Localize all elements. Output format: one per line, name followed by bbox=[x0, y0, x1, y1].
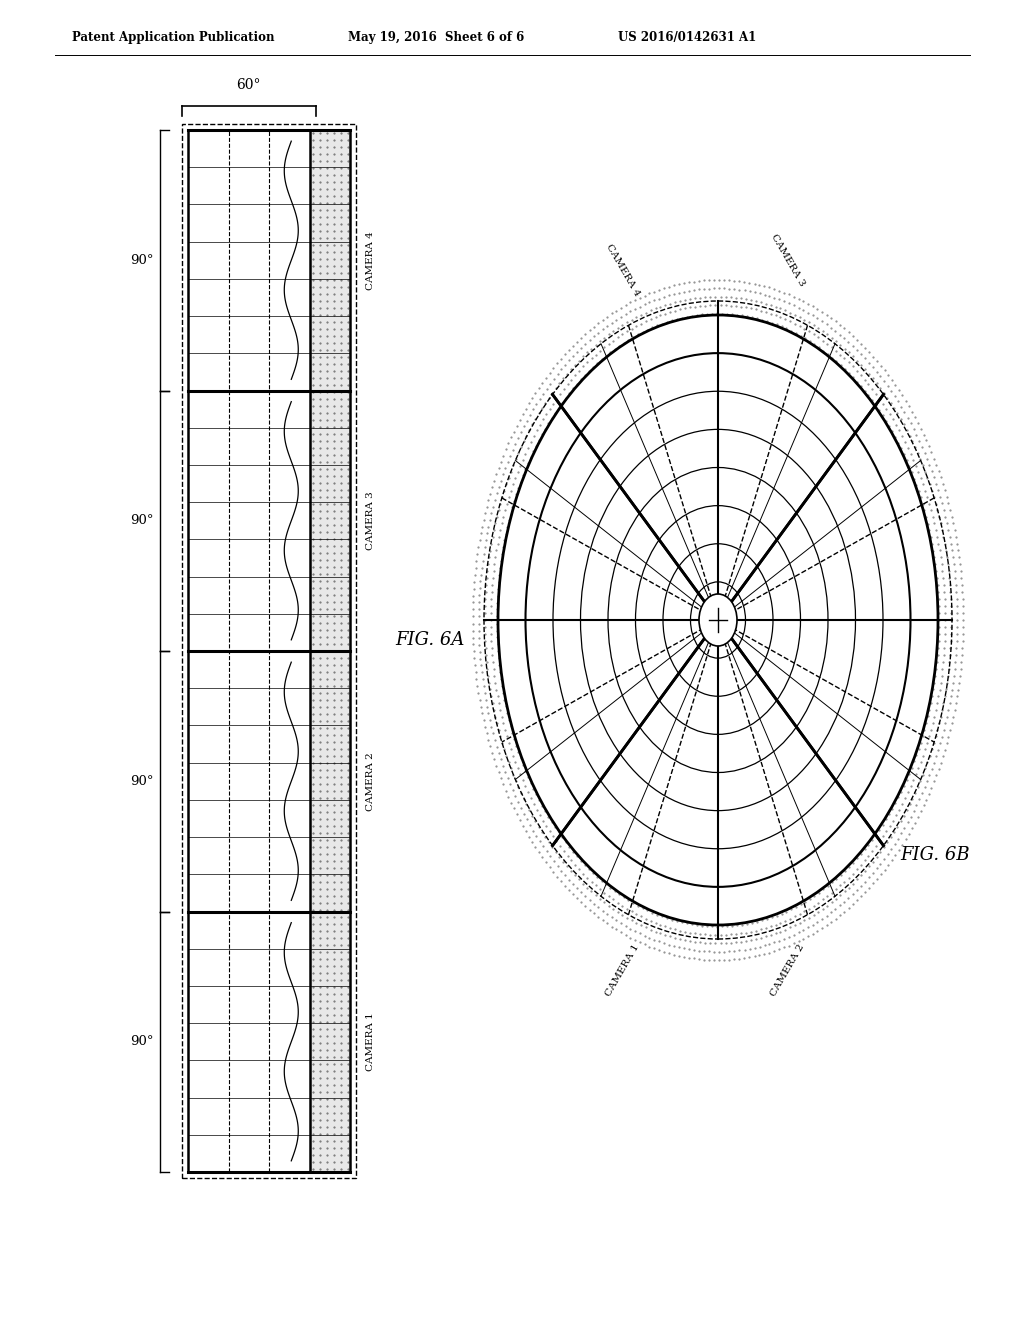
Text: 90°: 90° bbox=[130, 1035, 154, 1048]
Text: 90°: 90° bbox=[130, 253, 154, 267]
Text: CAMERA 1: CAMERA 1 bbox=[604, 942, 642, 998]
Text: US 2016/0142631 A1: US 2016/0142631 A1 bbox=[618, 30, 757, 44]
Text: FIG. 6B: FIG. 6B bbox=[900, 846, 970, 865]
Text: FIG. 6A: FIG. 6A bbox=[395, 631, 465, 649]
Text: CAMERA 2: CAMERA 2 bbox=[366, 752, 375, 810]
Bar bbox=[309, 129, 350, 1172]
Text: Patent Application Publication: Patent Application Publication bbox=[72, 30, 274, 44]
Text: CAMERA 4: CAMERA 4 bbox=[366, 231, 375, 289]
Text: 90°: 90° bbox=[130, 775, 154, 788]
Text: CAMERA 3: CAMERA 3 bbox=[769, 232, 807, 288]
Text: CAMERA 1: CAMERA 1 bbox=[366, 1012, 375, 1071]
Text: CAMERA 4: CAMERA 4 bbox=[604, 243, 642, 298]
Text: CAMERA 3: CAMERA 3 bbox=[366, 491, 375, 550]
Bar bbox=[182, 124, 356, 1177]
Text: CAMERA 2: CAMERA 2 bbox=[769, 942, 807, 998]
Text: May 19, 2016  Sheet 6 of 6: May 19, 2016 Sheet 6 of 6 bbox=[348, 30, 524, 44]
Text: 90°: 90° bbox=[130, 515, 154, 527]
Ellipse shape bbox=[699, 594, 737, 645]
Text: 60°: 60° bbox=[237, 78, 261, 92]
